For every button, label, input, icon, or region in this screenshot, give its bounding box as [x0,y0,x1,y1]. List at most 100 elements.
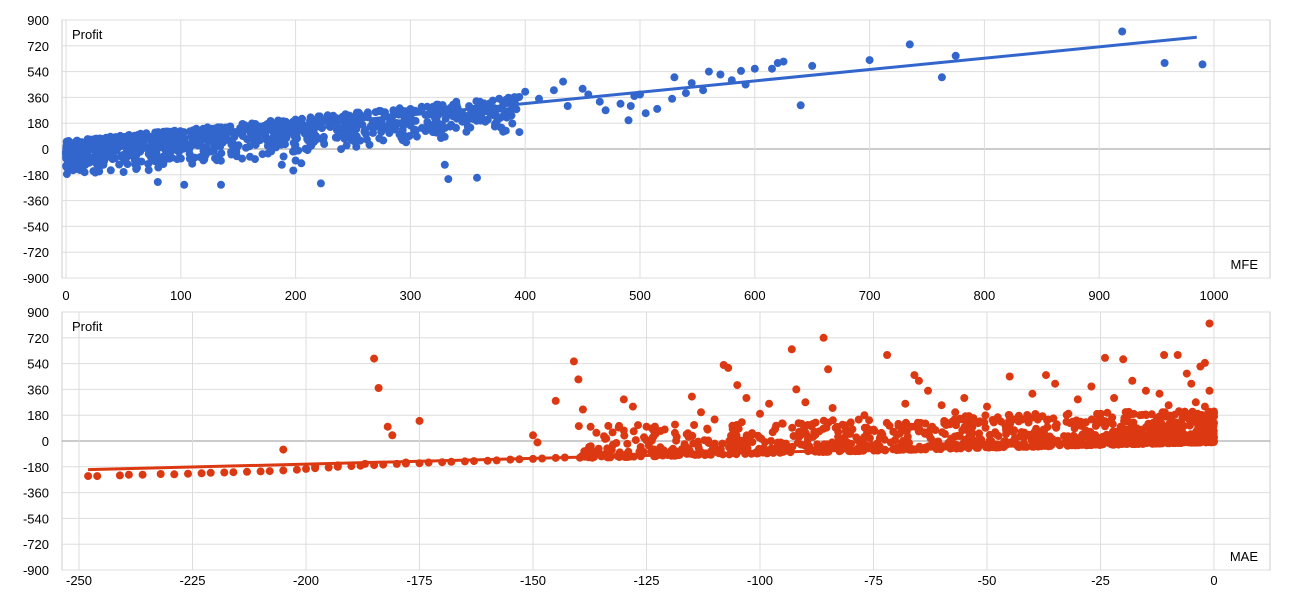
mae-data-point [848,425,857,434]
mae-data-point [808,420,817,428]
mfe-data-point [268,134,277,143]
mae-data-point [672,432,681,441]
mae-data-point [778,419,787,428]
mfe-data-point [189,126,198,135]
mae-data-point [941,418,950,427]
mae-data-point [370,354,379,363]
mfe-data-point [411,116,420,125]
mae-data-point [620,431,629,440]
mae-data-point [969,414,978,423]
mae-data-point [1051,379,1060,388]
mae-data-point [809,432,818,441]
mae-data-point [975,429,984,438]
mae-y-tick-label: -360 [23,486,49,501]
mae-data-point [742,394,751,402]
mae-data-point [1185,415,1193,424]
mfe-data-point [681,89,690,98]
mfe-trendline [65,35,1197,151]
mfe-data-point [227,150,236,159]
mae-data-point [960,394,969,402]
mfe-data-point [217,149,226,158]
mfe-scatter-chart: 900 720 540 360 180 0 -180 -360 -540 -720 -900 0 10… [23,13,1271,303]
mfe-data-point [405,116,413,125]
mfe-data-point [291,156,300,165]
mae-data-point [819,333,828,342]
mae-data-point [631,436,640,445]
mae-data-point [243,467,251,476]
mfe-data-point [390,125,399,134]
mae-data-point [865,416,874,425]
mfe-data-point [263,141,272,150]
mae-data-point [728,421,737,430]
mae-data-point [1009,426,1018,435]
mfe-data-point [133,163,141,172]
mfe-data-point [89,167,98,176]
mae-data-point [1070,424,1079,433]
mae-data-point [265,467,274,476]
mae-data-point [924,386,932,395]
mfe-data-point [170,126,179,135]
mfe-y-tick-label: -900 [23,271,49,286]
mfe-data-point [472,109,481,117]
mfe-data-point [515,128,524,137]
mae-data-point [947,434,956,443]
mfe-data-point [405,132,414,140]
mfe-data-point [346,126,355,135]
mfe-x-tick-label: 600 [744,288,766,303]
mfe-data-point [201,151,210,160]
mae-data-point [828,416,837,425]
mae-data-point [184,469,192,478]
mfe-data-point [274,135,283,144]
mae-x-tick-label: -50 [978,573,997,588]
mfe-data-point [187,141,196,150]
mae-data-point [883,351,892,359]
mae-data-point [765,399,774,408]
mae-data-point [206,468,215,477]
mfe-data-point [449,112,458,121]
mfe-x-tick-label: 500 [629,288,651,303]
mfe-x-ticks: 0 100 200 300 400 500 600 700 800 900 1000 [62,288,1228,303]
mfe-data-point [289,166,298,175]
mae-data-point [1087,382,1096,391]
mae-x-tick-label: -225 [179,573,205,588]
mae-x-tick-label: -200 [293,573,319,588]
mfe-data-point [641,109,650,118]
mfe-x-tick-label: 1000 [1200,288,1229,303]
mae-data-point [697,408,705,417]
mfe-data-point [366,122,375,131]
mae-data-point [1027,437,1036,446]
mae-data-point [115,471,124,480]
mfe-data-point [410,126,419,135]
mae-y-tick-label: -180 [23,460,49,475]
mae-data-point [84,472,93,481]
mfe-x-tick-label: 400 [514,288,536,303]
mae-data-point [1185,421,1194,430]
mae-x-tick-label: -175 [406,573,432,588]
mae-data-point [992,430,1001,439]
mae-data-point [1173,351,1182,359]
mfe-data-point [159,160,168,168]
mae-y-tick-label: 180 [27,408,49,423]
mae-data-point [766,437,775,445]
mfe-data-point [704,67,713,76]
mae-data-point [862,423,871,432]
mae-data-point [901,418,910,427]
mae-data-point [929,438,938,447]
mfe-data-point [432,128,441,137]
mfe-data-point [476,97,484,106]
mfe-data-point [440,160,449,169]
mfe-data-point [452,97,461,106]
mfe-data-point [227,140,236,149]
mae-data-point [928,425,937,434]
mfe-data-point [188,159,197,168]
mae-data-point [1161,431,1170,440]
mae-data-point [1154,431,1163,440]
mae-data-point [1193,409,1202,418]
mae-data-point [1160,351,1169,359]
mae-data-point [1164,401,1173,410]
mfe-data-point [437,134,445,142]
mae-data-point [690,421,699,429]
mfe-y-tick-label: 360 [27,90,49,105]
mfe-data-point [444,175,453,184]
mfe-data-point [668,94,677,103]
